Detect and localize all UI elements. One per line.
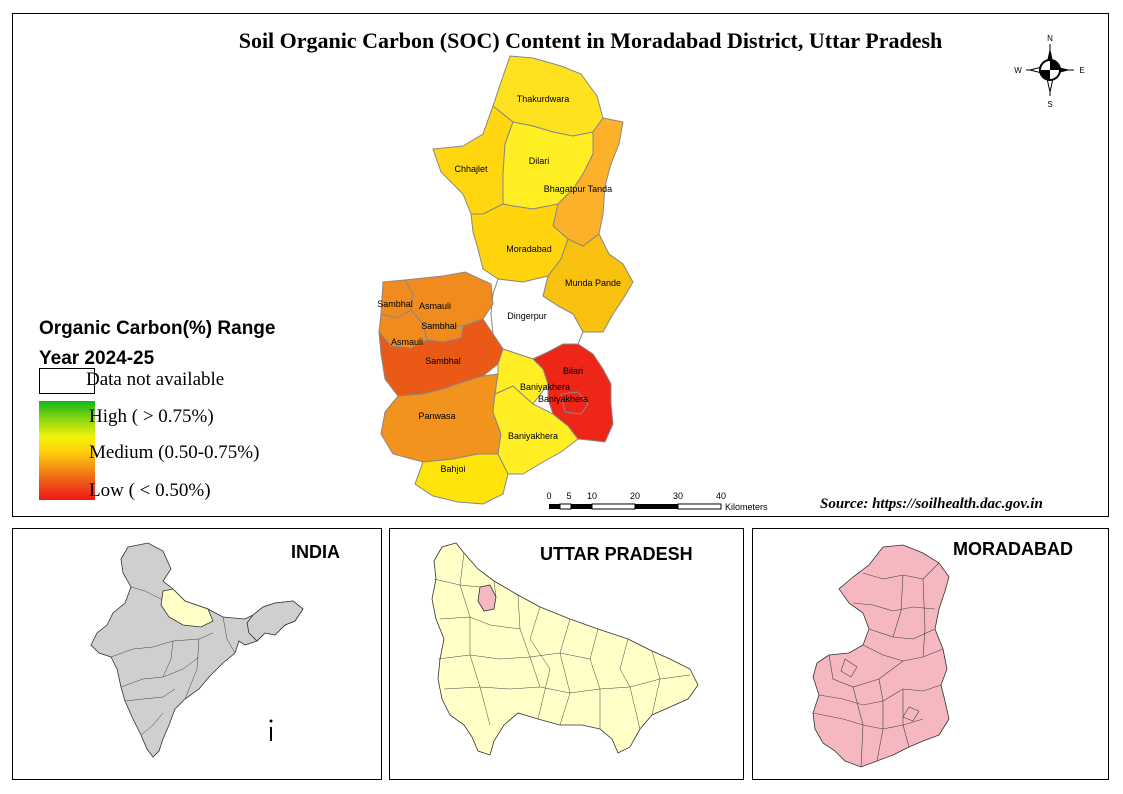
- inset-india: INDIA: [12, 528, 382, 780]
- north-arrow-icon: N S E W: [1014, 34, 1084, 109]
- region-bahjoi[interactable]: [414, 453, 509, 505]
- legend-gradient-swatch: [39, 401, 95, 500]
- legend-high-label: High ( > 0.75%): [89, 406, 214, 427]
- region-baniyakhera-enclave[interactable]: [560, 391, 589, 415]
- map-title: Soil Organic Carbon (SOC) Content in Mor…: [238, 28, 943, 53]
- label-bhagatpur-tanda: Bhagatpur Tanda: [544, 184, 612, 194]
- scale-tick-0: 0: [546, 491, 551, 501]
- region-baniyakhera-south[interactable]: [492, 385, 579, 475]
- legend-low-label: Low ( < 0.50%): [89, 480, 211, 501]
- label-dilari: Dilari: [529, 156, 550, 166]
- nicobar-islands: [270, 727, 272, 741]
- scale-tick-10: 10: [587, 491, 597, 501]
- label-baniyakhera-south: Baniyakhera: [508, 431, 558, 441]
- label-asmauli: Asmauli: [419, 301, 451, 311]
- up-moradabad-highlight: [477, 584, 497, 612]
- south-label: S: [1047, 100, 1052, 109]
- label-dingerpur: Dingerpur: [507, 311, 547, 321]
- district-map: Thakurdwara Chhajlet Dilari Bhagatpur Ta…: [377, 34, 1084, 512]
- label-panwasa: Panwasa: [418, 411, 455, 421]
- up-outline: [431, 542, 699, 756]
- label-moradabad: Moradabad: [506, 244, 552, 254]
- scale-tick-40: 40: [716, 491, 726, 501]
- scale-unit: Kilometers: [725, 502, 768, 512]
- label-sambhal-small: Sambhal: [421, 321, 457, 331]
- legend-no-data-swatch: [39, 368, 95, 394]
- india-map: [90, 542, 304, 758]
- source-text: Source: https://soilhealth.dac.gov.in: [820, 496, 1043, 512]
- label-chhajlet: Chhajlet: [454, 164, 488, 174]
- india-up-highlight: [160, 588, 214, 628]
- label-munda-pande: Munda Pande: [565, 278, 621, 288]
- inset-moradabad-title: MORADABAD: [953, 539, 1073, 559]
- north-label: N: [1047, 34, 1053, 43]
- up-district-borders: [433, 552, 691, 730]
- scale-tick-30: 30: [673, 491, 683, 501]
- india-ne-outline: [246, 600, 304, 642]
- region-munda-pande[interactable]: [542, 233, 634, 333]
- label-thakurdwara: Thakurdwara: [517, 94, 570, 104]
- moradabad-mini-map: [812, 544, 950, 768]
- west-label: W: [1014, 66, 1022, 75]
- label-bilari: Bilari: [563, 366, 583, 376]
- up-map: [431, 542, 699, 756]
- legend-title-line1: Organic Carbon(%) Range: [39, 318, 276, 339]
- inset-up-title: UTTAR PRADESH: [540, 544, 693, 564]
- inset-moradabad: MORADABAD: [752, 528, 1109, 780]
- scale-tick-20: 20: [630, 491, 640, 501]
- legend-no-data-label: Data not available: [86, 369, 225, 390]
- east-label: E: [1079, 66, 1084, 75]
- inset-uttar-pradesh: UTTAR PRADESH: [389, 528, 744, 780]
- label-sambhal-nw: Sambhal: [377, 299, 413, 309]
- main-map-panel: Soil Organic Carbon (SOC) Content in Mor…: [12, 13, 1109, 517]
- legend-title-line2: Year 2024-25: [39, 348, 155, 369]
- label-bahjoi: Bahjoi: [440, 464, 465, 474]
- legend-title: Organic Carbon(%) Range Year 2024-25: [39, 314, 275, 374]
- inset-india-title: INDIA: [291, 542, 340, 562]
- scale-tick-5: 5: [566, 491, 571, 501]
- legend-medium-label: Medium (0.50-0.75%): [89, 442, 260, 463]
- region-chhajlet[interactable]: [432, 105, 514, 215]
- andaman-islands: [269, 719, 273, 723]
- label-asmauli-small: Asmauli: [391, 337, 423, 347]
- label-sambhal: Sambhal: [425, 356, 461, 366]
- scale-bar: 0 5 10 20 30 40 Kilometers: [546, 491, 768, 512]
- label-baniyakhera-north: Baniyakhera: [520, 382, 570, 392]
- india-outline: [90, 542, 304, 758]
- moradabad-block-borders: [812, 562, 944, 768]
- label-baniyakhera-enclave: Baniyakhera: [538, 394, 588, 404]
- india-state-borders: [110, 586, 236, 736]
